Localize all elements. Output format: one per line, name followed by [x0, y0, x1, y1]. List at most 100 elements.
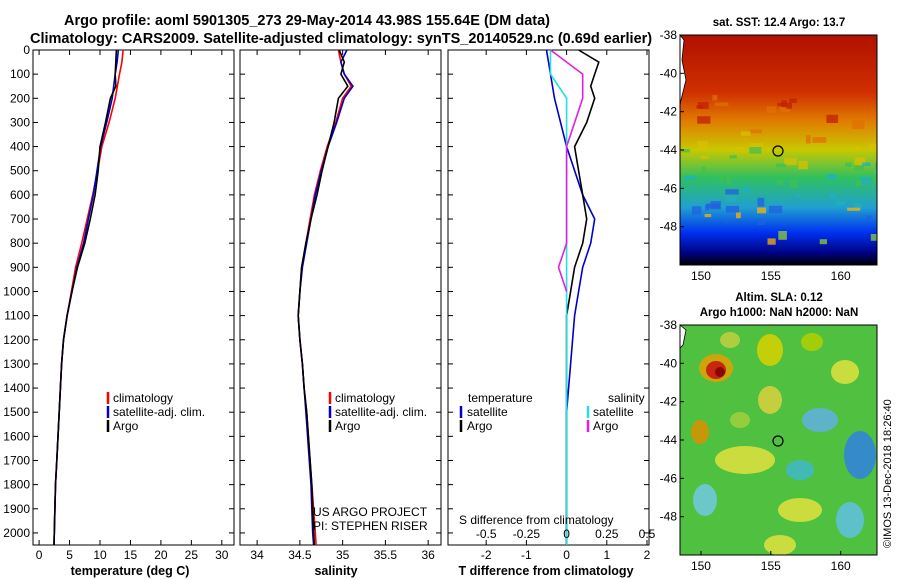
- sst-texture-cell: [778, 231, 787, 240]
- sla-anomaly-blob: [801, 333, 823, 351]
- depth-tick-label: 1100: [4, 309, 30, 323]
- figure-title-line1: Argo profile: aoml 5901305_273 29-May-20…: [64, 13, 550, 29]
- sst-texture-cell: [701, 166, 706, 175]
- sla-anomaly-blob: [758, 386, 782, 414]
- series-line-argo: [53, 49, 118, 546]
- sst-texture-cell: [757, 207, 767, 214]
- depth-tick-label: 1200: [3, 333, 30, 347]
- s-diff-tick-label: 0.5: [639, 527, 656, 541]
- legend-label-satellite: satellite-adj. clim.: [113, 405, 205, 419]
- map-lon-label: 150: [691, 269, 711, 283]
- sst-texture-cell: [726, 195, 736, 202]
- depth-tick-label: 1800: [3, 478, 30, 492]
- sst-texture-cell: [784, 158, 797, 166]
- depth-tick-label: 0: [23, 43, 30, 57]
- legend-label-t-satellite: satellite: [467, 405, 508, 419]
- sst-texture-cell: [749, 143, 763, 150]
- sst-texture-cell: [845, 162, 852, 167]
- sst-texture-cell: [729, 155, 737, 159]
- depth-tick-label: 700: [10, 212, 30, 226]
- map-lat-label: -38: [660, 28, 678, 42]
- project-annotation-line2: PI: STEPHEN RISER: [313, 519, 428, 533]
- s-diff-tick-label: 0.25: [595, 527, 619, 541]
- map-lat-label: -40: [660, 356, 678, 370]
- depth-tick-label: 500: [10, 164, 30, 178]
- s-diff-tick-label: -0.25: [513, 527, 541, 541]
- sst-texture-cell: [786, 102, 792, 109]
- sla-anomaly-blob: [691, 420, 709, 444]
- temperature-legend: climatology satellite-adj. clim. Argo: [106, 391, 205, 433]
- sst-texture-cell: [740, 131, 751, 136]
- sst-map: sat. SST: 12.4 Argo: 13.7 150 155 160 -38 -4…: [660, 17, 878, 283]
- legend-label-argo: Argo: [113, 419, 139, 433]
- map-lat-label: -46: [660, 181, 678, 195]
- sst-texture-cell: [766, 106, 777, 114]
- sla-map-title-line2: Argo h1000: NaN h2000: NaN: [700, 307, 859, 319]
- salinity-xlabel: salinity: [314, 564, 357, 578]
- depth-tick-label: 300: [10, 115, 30, 129]
- sla-anomaly-blob: [720, 332, 740, 348]
- legend-label-argo: Argo: [335, 419, 361, 433]
- depth-tick-label: 1700: [3, 453, 30, 467]
- depth-tick-label: 800: [10, 236, 30, 250]
- map-lon-label: 155: [761, 269, 781, 283]
- series-line-t-satellite: [545, 49, 596, 545]
- sst-texture-cell: [735, 146, 747, 153]
- imos-credit: ©IMOS 13-Dec-2018 18:26:40: [882, 399, 894, 548]
- depth-tick-label: 400: [10, 140, 30, 154]
- map-lat-label: -44: [660, 143, 678, 157]
- sst-texture-cell: [696, 105, 704, 109]
- x-tick-label: 25: [185, 548, 199, 562]
- x-tick-label: 2: [644, 548, 651, 562]
- x-tick-label: 35: [336, 548, 350, 562]
- sst-texture-cell: [706, 203, 720, 209]
- depth-tick-label: 1400: [3, 381, 30, 395]
- x-tick-label: 1: [603, 548, 610, 562]
- legend-label-climatology: climatology: [335, 391, 395, 405]
- sla-map-texture: [691, 332, 876, 555]
- series-line-climatology: [53, 49, 124, 546]
- depth-tick-label: 1300: [3, 357, 30, 371]
- sst-texture-cell: [847, 207, 861, 211]
- sst-texture-cell: [749, 147, 762, 154]
- temperature-plot: 0 5 10 15 20 25 30: [33, 49, 234, 562]
- series-line-argo: [297, 49, 349, 546]
- sst-texture-cell: [725, 206, 739, 213]
- sst-texture-cell: [725, 189, 739, 195]
- map-lon-label: 160: [831, 269, 851, 283]
- sst-texture-cell: [757, 197, 765, 207]
- sst-texture-cell: [812, 137, 827, 143]
- legend-label-s-argo: Argo: [593, 419, 619, 433]
- sst-texture-cell: [805, 135, 811, 144]
- sst-texture-cell: [855, 146, 862, 150]
- sst-texture-cell: [826, 174, 837, 180]
- sst-texture-cell: [779, 106, 790, 113]
- legend-title-salinity: salinity: [608, 391, 645, 405]
- x-tick-label: -1: [521, 548, 532, 562]
- map-lon-label: 160: [831, 559, 851, 573]
- sst-texture-cell: [700, 155, 709, 159]
- legend-label-t-argo: Argo: [467, 419, 493, 433]
- series-line-climatology: [297, 49, 353, 546]
- map-lon-label: 155: [761, 559, 781, 573]
- sst-map-ticks: 150 155 160 -38 -40 -42 -44 -46 -48: [660, 28, 851, 283]
- sst-texture-cell: [767, 238, 776, 245]
- sst-texture-cell: [854, 157, 866, 166]
- difference-panel-frame: [447, 49, 650, 546]
- salinity-legend: climatology satellite-adj. clim. Argo US…: [313, 391, 428, 533]
- s-diff-tick-label: -0.5: [476, 527, 497, 541]
- x-tick-label: 36: [421, 548, 435, 562]
- depth-tick-label: 1900: [3, 502, 30, 516]
- sst-texture-cell: [798, 160, 808, 170]
- sst-texture-cell: [868, 143, 877, 150]
- map-lat-label: -48: [660, 510, 678, 524]
- depth-axis: 0 100 200 300 400 500 600 700 800 900 1000 1100 1200…: [3, 43, 30, 540]
- sst-texture-cell: [681, 149, 690, 153]
- sst-texture-cell: [736, 212, 741, 219]
- sst-texture-cell: [757, 219, 766, 225]
- sst-texture-cell: [719, 174, 724, 183]
- sla-map: Altim. SLA: 0.12 Argo h1000: NaN h2000: …: [660, 292, 878, 573]
- depth-tick-label: 1600: [3, 429, 30, 443]
- map-lat-label: -44: [660, 433, 678, 447]
- map-lat-label: -40: [660, 66, 678, 80]
